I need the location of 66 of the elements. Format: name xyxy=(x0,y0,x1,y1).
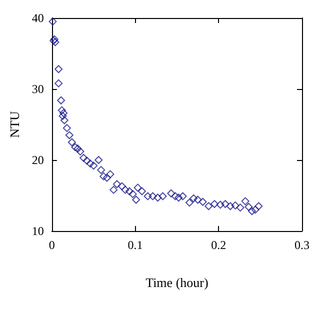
point xyxy=(48,18,57,26)
point xyxy=(68,138,76,146)
point xyxy=(110,186,118,194)
point xyxy=(231,201,240,210)
y-tick-label: 40 xyxy=(32,11,44,25)
point xyxy=(121,186,130,194)
point xyxy=(144,192,152,200)
point xyxy=(210,200,218,208)
point xyxy=(216,200,224,209)
point xyxy=(248,207,256,216)
point xyxy=(112,180,121,188)
point xyxy=(58,106,66,114)
point xyxy=(185,198,194,207)
point xyxy=(90,162,98,170)
point xyxy=(138,187,146,196)
point xyxy=(58,112,67,120)
point xyxy=(82,156,91,165)
point xyxy=(132,196,140,204)
point xyxy=(74,144,82,153)
point xyxy=(174,194,183,202)
point xyxy=(118,182,126,190)
y-axis-title: NTU xyxy=(7,110,22,138)
point xyxy=(154,194,162,202)
point xyxy=(134,184,142,192)
point xyxy=(71,143,80,152)
x-tick-label: 0.2 xyxy=(211,238,226,252)
point xyxy=(57,96,66,104)
point xyxy=(221,200,230,208)
point xyxy=(194,196,202,204)
point xyxy=(190,194,198,202)
point xyxy=(254,202,263,210)
x-axis-title: Time (hour) xyxy=(146,275,208,290)
point xyxy=(198,198,207,206)
y-tick-label: 20 xyxy=(32,153,44,167)
point xyxy=(100,172,108,180)
point xyxy=(102,174,111,182)
point xyxy=(60,109,68,118)
point xyxy=(251,206,260,214)
x-tick-label: 0 xyxy=(48,238,55,252)
point xyxy=(148,192,157,200)
point xyxy=(178,192,187,200)
point xyxy=(204,202,213,210)
point xyxy=(54,79,63,88)
point xyxy=(244,202,253,211)
point xyxy=(241,197,250,206)
point xyxy=(86,160,94,168)
point xyxy=(97,166,106,174)
point xyxy=(76,147,84,156)
point xyxy=(167,189,176,198)
point xyxy=(80,154,88,162)
x-tick-label: 0.3 xyxy=(294,238,310,252)
point xyxy=(171,192,180,200)
y-tick-label: 30 xyxy=(32,82,44,96)
point xyxy=(236,204,244,212)
point xyxy=(106,170,114,178)
point xyxy=(54,65,63,74)
x-tick-label: 0.1 xyxy=(128,238,143,252)
point xyxy=(62,124,71,132)
y-tick-label: 10 xyxy=(32,224,44,238)
point xyxy=(125,187,134,196)
point xyxy=(60,116,68,124)
point xyxy=(94,156,103,164)
point xyxy=(128,190,137,198)
point xyxy=(65,131,74,140)
point xyxy=(226,202,234,210)
point xyxy=(158,192,167,200)
